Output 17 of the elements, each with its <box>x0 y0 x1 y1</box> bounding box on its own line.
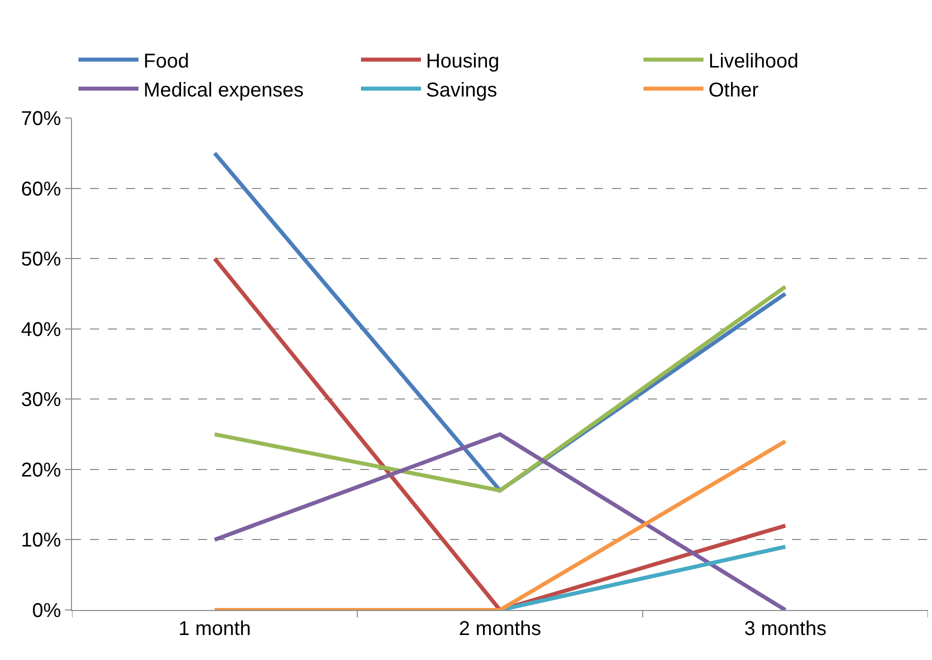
y-tick-label: 70% <box>20 108 62 130</box>
legend-label: Livelihood <box>708 50 799 72</box>
x-tick-label: 1 month <box>178 618 251 640</box>
legend-label: Medical expenses <box>144 79 304 102</box>
legend-label: Other <box>708 79 759 102</box>
legend-label: Food <box>144 50 190 72</box>
y-tick-label: 20% <box>20 459 62 482</box>
y-tick-label: 0% <box>32 600 62 622</box>
legend-label: Savings <box>426 79 498 102</box>
y-tick-label: 10% <box>20 530 62 552</box>
legend-label: Housing <box>426 50 500 72</box>
y-tick-label: 50% <box>20 248 62 271</box>
y-tick-label: 60% <box>20 178 62 200</box>
y-tick-label: 40% <box>20 318 62 341</box>
y-tick-label: 30% <box>20 389 62 412</box>
x-tick-label: 2 months <box>458 618 542 640</box>
x-tick-label: 3 months <box>744 618 826 640</box>
